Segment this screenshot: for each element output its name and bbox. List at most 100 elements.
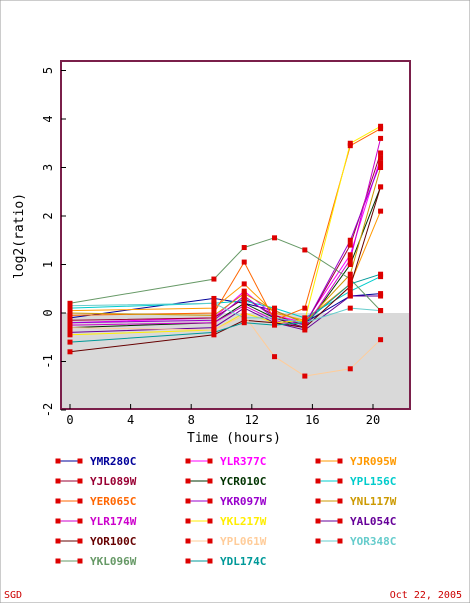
legend-swatch-marker — [77, 558, 83, 564]
legend-swatch-marker — [315, 538, 321, 544]
data-point-ynl117w — [272, 308, 278, 314]
data-point-yor348c — [241, 315, 247, 321]
legend-swatch-marker — [55, 498, 61, 504]
x-tick-label: 8 — [188, 413, 195, 427]
data-point-ylr174w — [211, 320, 217, 326]
x-tick-label: 20 — [366, 413, 380, 427]
legend-swatch-marker — [77, 458, 83, 464]
data-point-ykr097w — [378, 160, 384, 166]
y-tick-label: -2 — [41, 403, 55, 417]
data-point-yjl089w — [347, 242, 353, 248]
data-point-ydl174c — [347, 281, 353, 287]
legend-swatch-marker — [337, 478, 343, 484]
data-point-ydl174c — [272, 322, 278, 328]
legend-swatch-marker — [77, 478, 83, 484]
legend-item-ylr174w: YLR174W — [55, 515, 137, 528]
data-point-ykl217w — [347, 140, 353, 146]
legend-item-yjl089w: YJL089W — [55, 475, 137, 488]
legend-item-yer065c: YER065C — [55, 495, 136, 508]
data-point-yjr095w — [211, 305, 217, 311]
data-point-yjr095w — [241, 281, 247, 287]
data-point-ypl061w — [302, 373, 308, 379]
data-point-yjr095w — [378, 208, 384, 214]
legend-item-ymr280c: YMR280C — [55, 455, 136, 468]
y-tick-label: 0 — [41, 309, 55, 316]
data-point-ypl156c — [347, 288, 353, 294]
data-point-ynl117w — [67, 310, 73, 316]
legend-swatch-marker — [55, 558, 61, 564]
data-point-ydl174c — [302, 320, 308, 326]
legend-swatch-marker — [315, 458, 321, 464]
y-tick-label: 5 — [41, 67, 55, 74]
data-point-ykl096w — [378, 308, 384, 314]
legend-swatch-marker — [185, 458, 191, 464]
data-point-ylr377c — [378, 155, 384, 161]
legend-swatch-marker — [185, 518, 191, 524]
data-point-yor348c — [211, 300, 217, 306]
data-point-ylr377c — [347, 252, 353, 258]
legend-swatch-marker — [337, 458, 343, 464]
data-point-ynl117w — [211, 312, 217, 318]
legend-swatch-marker — [337, 518, 343, 524]
y-tick-label: 4 — [41, 115, 55, 122]
data-point-yal054c — [378, 293, 384, 299]
legend-label: YCR010C — [220, 475, 266, 488]
data-point-ynl117w — [347, 271, 353, 277]
data-point-ypl061w — [378, 337, 384, 343]
legend-label: YER065C — [90, 495, 136, 508]
data-point-yor100c — [302, 325, 308, 331]
data-point-ykl217w — [378, 123, 384, 129]
data-point-ydl174c — [67, 339, 73, 345]
legend-label: YKL217W — [220, 515, 267, 528]
legend-label: YLR377C — [220, 455, 266, 468]
legend-swatch-marker — [185, 558, 191, 564]
legend-swatch-marker — [77, 498, 83, 504]
data-point-yor100c — [67, 349, 73, 355]
x-tick-label: 12 — [245, 413, 259, 427]
legend-label: YNL117W — [350, 495, 397, 508]
legend-swatch-marker — [55, 518, 61, 524]
legend-swatch-marker — [207, 458, 213, 464]
data-point-ykr097w — [347, 237, 353, 243]
legend-swatch-marker — [55, 538, 61, 544]
y-tick-label: -1 — [41, 354, 55, 368]
data-point-yjl089w — [378, 150, 384, 156]
data-point-ylr174w — [378, 135, 384, 141]
legend-label: YOR348C — [350, 535, 396, 548]
data-point-ylr174w — [347, 257, 353, 263]
legend-swatch-marker — [207, 538, 213, 544]
footer-source: SGD — [4, 590, 22, 601]
legend-label: YAL054C — [350, 515, 396, 528]
legend-swatch-marker — [207, 558, 213, 564]
legend-item-ynl117w: YNL117W — [315, 495, 397, 508]
data-point-ydl174c — [211, 329, 217, 335]
legend-label: YKL096W — [90, 555, 137, 568]
legend-item-ykl217w: YKL217W — [185, 515, 267, 528]
data-point-yer065c — [302, 305, 308, 311]
legend-item-ycr010c: YCR010C — [185, 475, 266, 488]
legend-label: YOR100C — [90, 535, 136, 548]
data-point-yor100c — [378, 184, 384, 190]
legend-swatch-marker — [207, 498, 213, 504]
legend: YMR280C YLR377C YJR095W YJL089W YCR010C YPL15… — [55, 455, 397, 568]
data-point-ydl174c — [378, 271, 384, 277]
legend-swatch-marker — [337, 538, 343, 544]
legend-item-yjr095w: YJR095W — [315, 455, 397, 468]
negative-region — [61, 313, 410, 409]
x-tick-label: 16 — [305, 413, 319, 427]
legend-swatch-marker — [55, 478, 61, 484]
plot-area — [61, 123, 410, 409]
data-point-ynl117w — [378, 165, 384, 170]
data-point-yor348c — [272, 315, 278, 321]
data-point-yer065c — [241, 259, 247, 265]
x-tick-label: 0 — [66, 413, 73, 427]
data-point-ykl096w — [272, 235, 278, 241]
legend-swatch-marker — [77, 538, 83, 544]
legend-label: YJL089W — [90, 475, 137, 488]
data-point-ypl061w — [347, 366, 353, 372]
legend-swatch-marker — [185, 478, 191, 484]
legend-label: YPL156C — [350, 475, 396, 488]
legend-swatch-marker — [315, 518, 321, 524]
legend-swatch-marker — [55, 458, 61, 464]
